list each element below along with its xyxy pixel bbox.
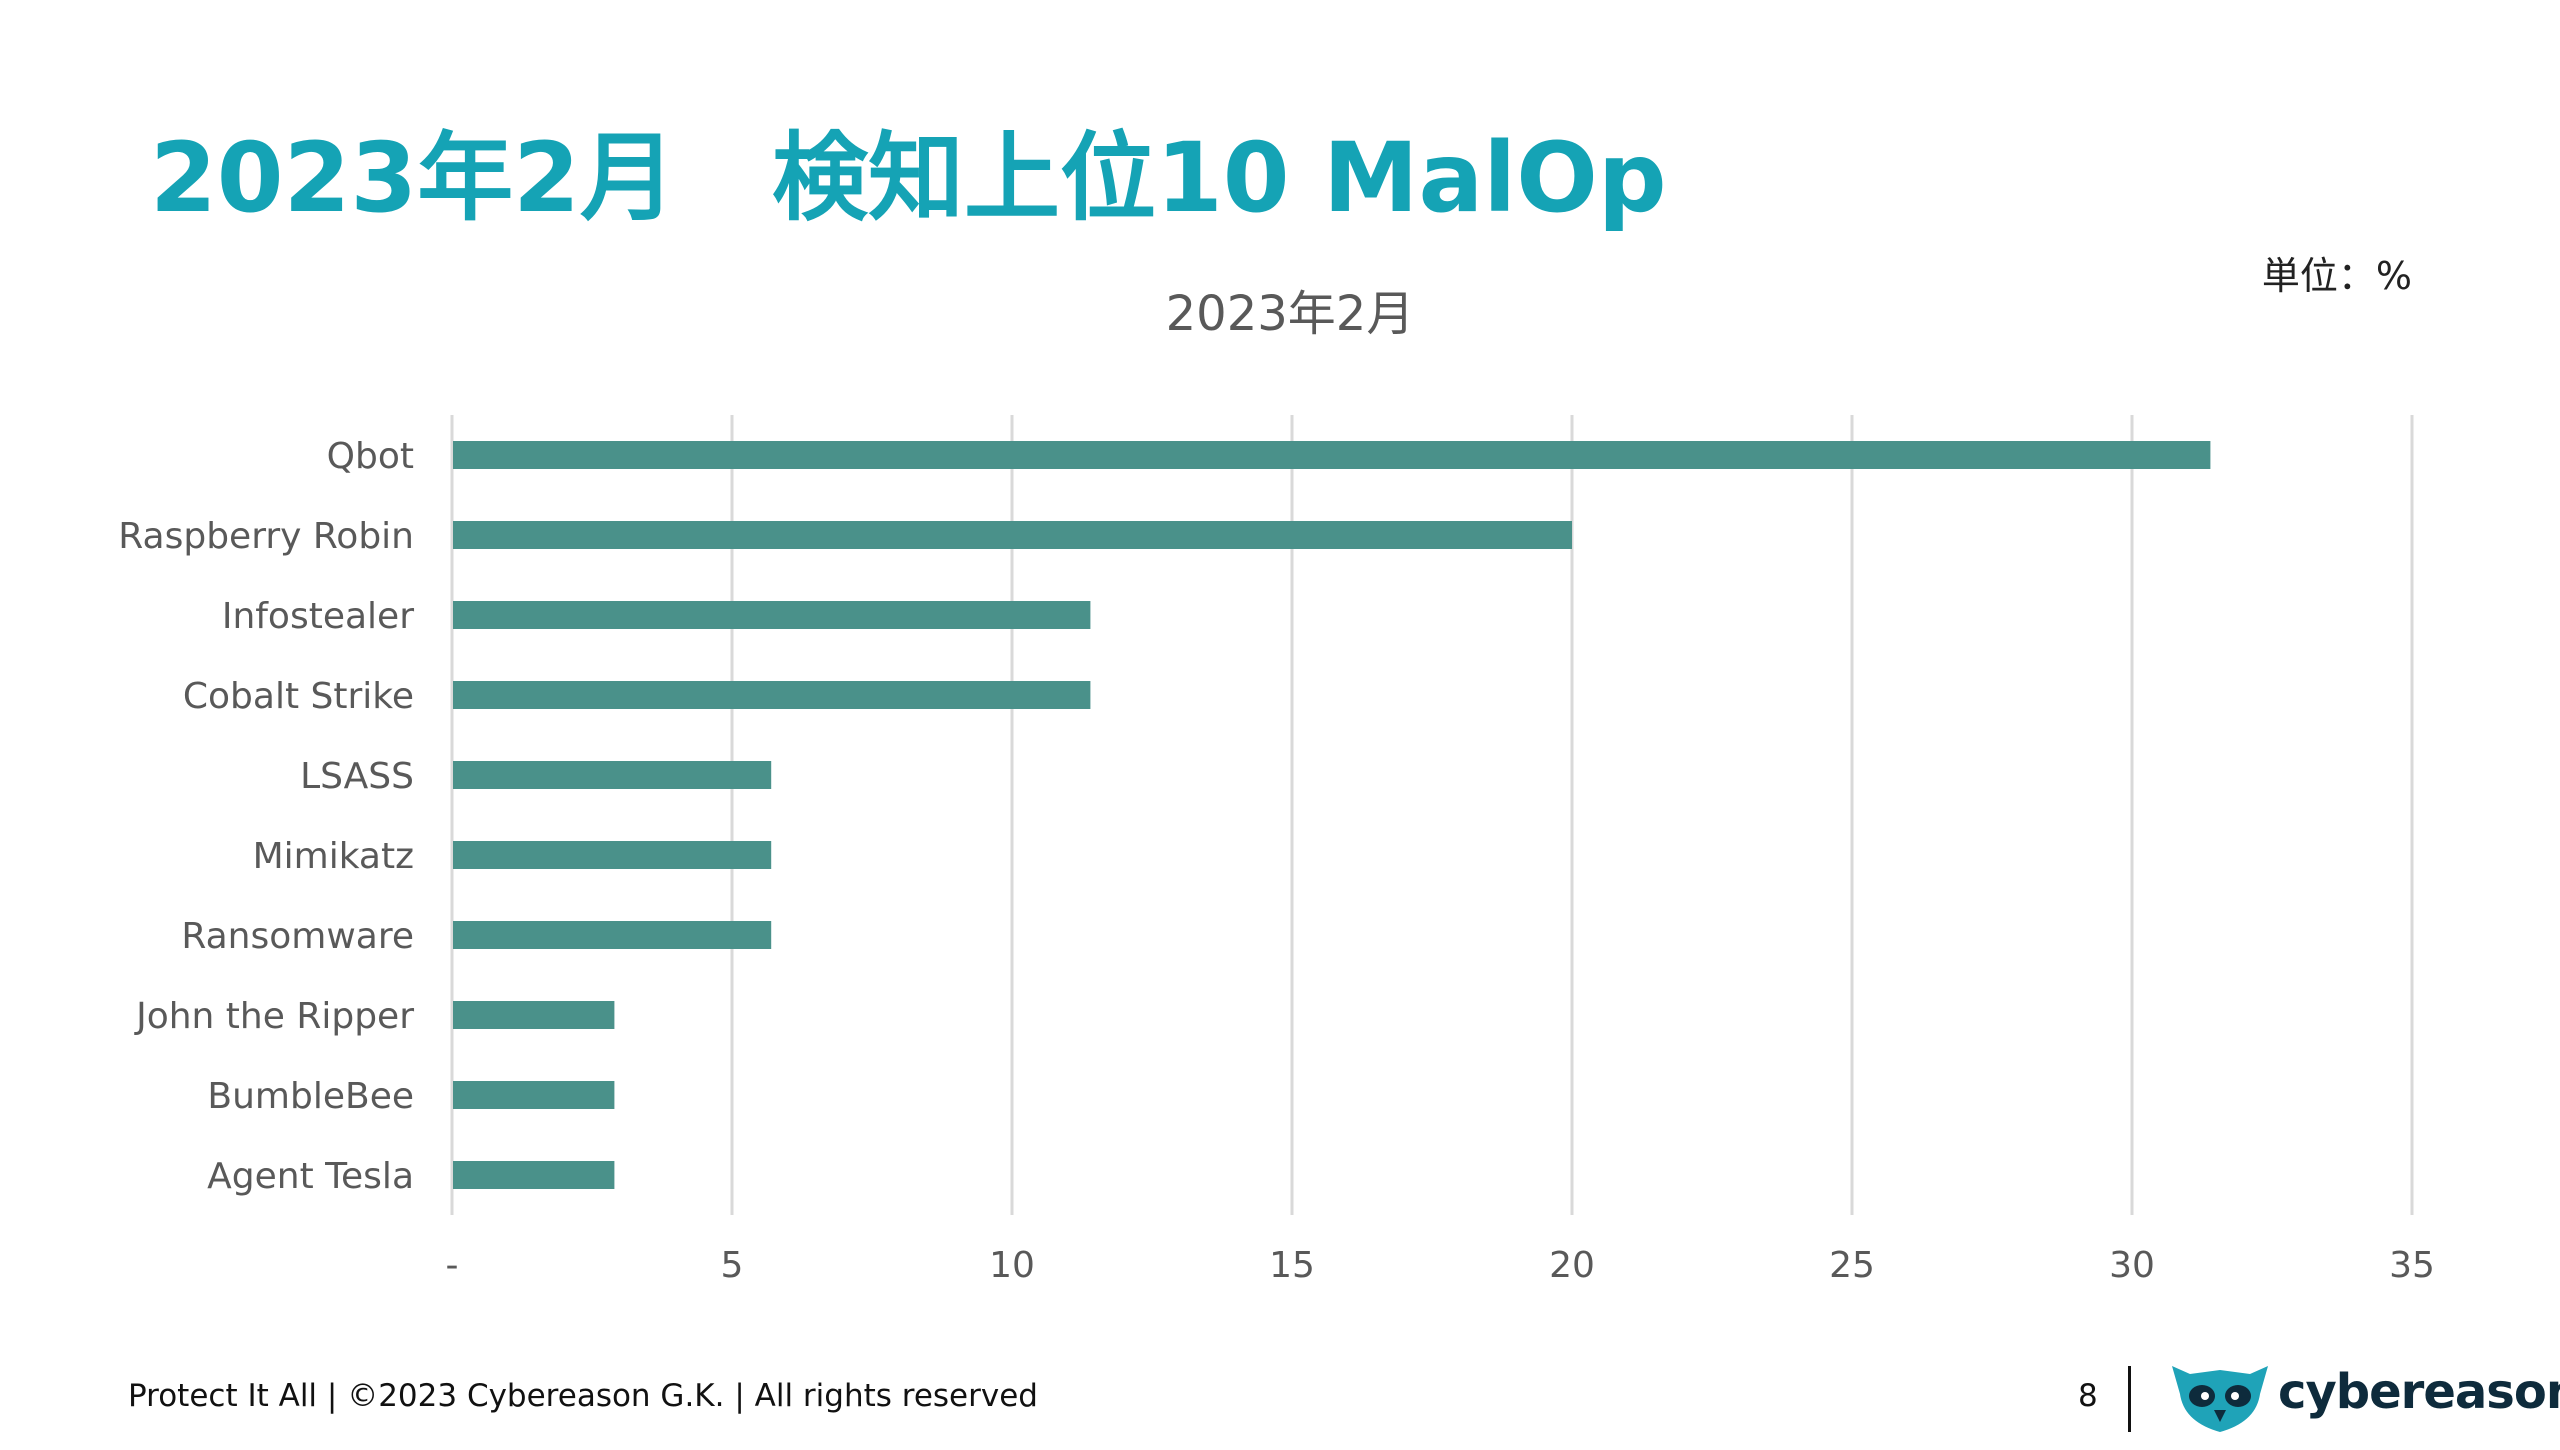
- bar: [453, 441, 2211, 469]
- category-labels: Qbot Raspberry Robin Infostealer Cobalt Str…: [118, 436, 414, 1197]
- unit-label: 単位：%: [2261, 254, 2412, 298]
- bar: [453, 681, 1091, 709]
- bar: [453, 1001, 615, 1029]
- category-label: Ransomware: [181, 916, 414, 957]
- x-tick-label: 15: [1269, 1245, 1315, 1286]
- category-label: Agent Tesla: [207, 1156, 414, 1197]
- bars: [453, 441, 2211, 1189]
- bar: [453, 841, 772, 869]
- page-number: 8: [2078, 1378, 2098, 1414]
- x-tick-label: 10: [989, 1245, 1035, 1286]
- bar-chart: 2023年2月 Qbot Raspberry Robin Infostealer Co…: [118, 286, 2435, 1286]
- chart-title: 2023年2月: [1166, 286, 1415, 342]
- category-label: BumbleBee: [207, 1076, 414, 1117]
- bar: [453, 1081, 615, 1109]
- cybereason-owl-icon: [2172, 1366, 2268, 1432]
- category-label: John the Ripper: [134, 996, 414, 1037]
- category-label: LSASS: [300, 756, 414, 797]
- x-tick-label: 20: [1549, 1245, 1595, 1286]
- x-tick-label: 25: [1829, 1245, 1875, 1286]
- bar: [453, 761, 772, 789]
- x-tick-label: 30: [2109, 1245, 2155, 1286]
- x-tick-label: -: [446, 1245, 459, 1286]
- category-label: Raspberry Robin: [118, 516, 414, 557]
- bar: [453, 921, 772, 949]
- category-label: Qbot: [327, 436, 414, 477]
- x-tick-labels: - 5 10 15 20 25 30 35: [446, 1245, 2435, 1286]
- category-label: Cobalt Strike: [183, 676, 414, 717]
- x-tick-label: 35: [2389, 1245, 2435, 1286]
- footer-divider: [2128, 1366, 2131, 1432]
- footer-copyright: Protect It All | ©2023 Cybereason G.K. |…: [128, 1378, 1038, 1414]
- category-label: Infostealer: [222, 596, 414, 637]
- slide-title: 2023年2月 検知上位10 MalOp: [150, 122, 1667, 234]
- category-label: Mimikatz: [253, 836, 414, 877]
- bar: [453, 601, 1091, 629]
- x-tick-label: 5: [721, 1245, 744, 1286]
- brand-name: cybereason: [2278, 1364, 2560, 1420]
- bar: [453, 521, 1572, 549]
- bar: [453, 1161, 615, 1189]
